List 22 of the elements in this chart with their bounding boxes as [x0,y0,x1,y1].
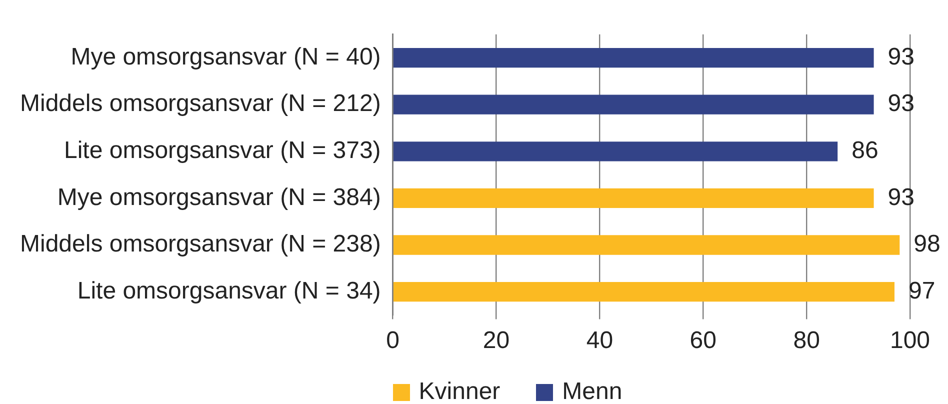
legend-label: Menn [562,378,622,404]
bar [393,282,894,302]
y-tick-label: Mye omsorgsansvar (N = 384) [57,184,381,211]
x-tick-label: 60 [690,327,716,354]
bar [393,94,874,114]
x-tick-label: 80 [793,327,820,354]
x-tick-label: 40 [586,327,614,354]
legend-label: Kvinner [418,378,500,404]
bar [393,142,838,162]
x-tick-label: 100 [890,327,930,354]
x-tick-label: 0 [386,327,400,354]
y-tick-label: Lite omsorgsansvar (N = 373) [64,137,381,164]
bar [393,188,874,208]
y-tick-label: Middels omsorgsansvar (N = 238) [20,230,381,258]
y-tick-label: Lite omsorgsansvar (N = 34) [77,277,381,304]
y-tick-label: Mye omsorgsansvar (N = 40) [70,43,381,70]
x-tick-label: 20 [482,327,510,354]
data-label: 98 [914,230,940,258]
bar [393,235,900,255]
y-tick-label: Middels omsorgsansvar (N = 212) [20,90,381,118]
data-label: 86 [852,137,878,164]
bar [393,48,874,68]
